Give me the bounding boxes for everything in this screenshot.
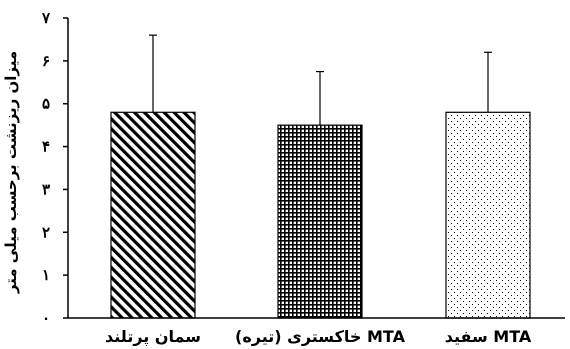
y-tick-label-0: ۰ <box>42 309 50 327</box>
x-axis-category-labels: سمان پرتلند MTA خاکستری (تیره) MTA سفید <box>105 327 532 347</box>
error-bars <box>149 34 492 126</box>
y-tick-label-7: ۷ <box>41 9 51 27</box>
y-tick-label-5: ۵ <box>42 95 50 113</box>
bar-2 <box>445 111 531 319</box>
y-tick-label-3: ۳ <box>42 180 50 198</box>
y-tick-label-2: ۲ <box>42 223 50 241</box>
bars <box>110 111 531 319</box>
bar-1 <box>277 124 363 319</box>
category-label-2: MTA سفید <box>445 327 532 346</box>
y-tick-label-6: ۶ <box>42 52 50 70</box>
y-tick-label-1: ۱ <box>42 266 50 284</box>
y-axis-ticks: ۰ ۱ ۲ ۳ ۴ ۵ ۶ ۷ <box>41 9 68 327</box>
bar-0 <box>110 111 196 319</box>
category-label-0: سمان پرتلند <box>105 327 201 347</box>
y-axis-title: میزان ریزنشت برحسب میلی متر <box>2 51 20 294</box>
category-label-1: MTA خاکستری (تیره) <box>235 327 406 346</box>
y-tick-label-4: ۴ <box>42 138 50 156</box>
